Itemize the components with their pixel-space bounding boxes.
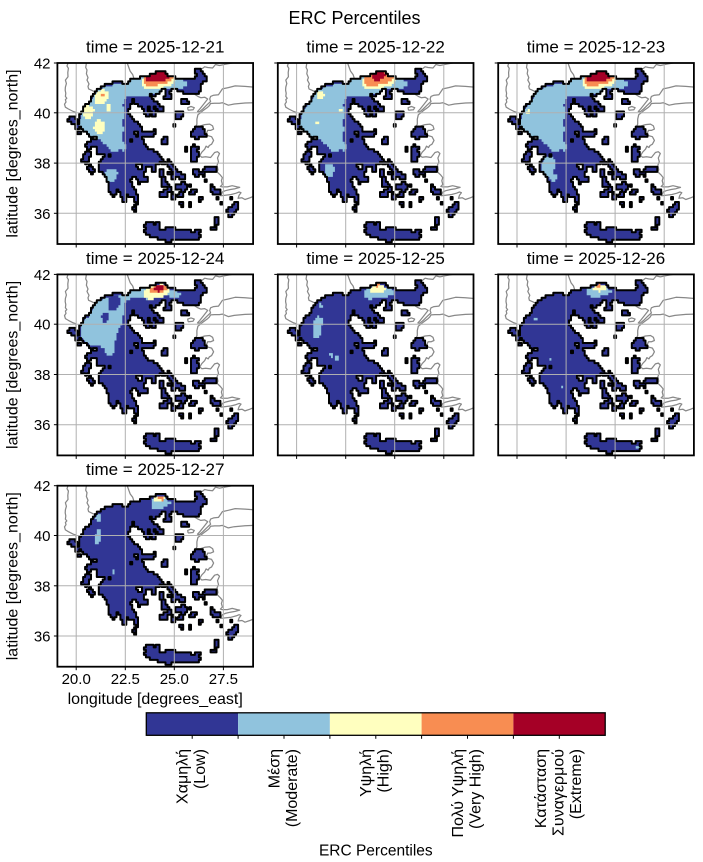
svg-text:27.5: 27.5 (209, 671, 238, 688)
svg-text:time = 2025-12-26: time = 2025-12-26 (527, 249, 665, 268)
svg-text:Κατάσταση: Κατάσταση (533, 749, 550, 828)
svg-text:42: 42 (34, 478, 51, 495)
svg-text:time = 2025-12-22: time = 2025-12-22 (306, 38, 444, 57)
svg-text:Υψηλή: Υψηλή (358, 749, 375, 797)
svg-text:Συναγερμού: Συναγερμού (551, 749, 568, 836)
svg-text:time = 2025-12-24: time = 2025-12-24 (86, 249, 224, 268)
svg-text:40: 40 (34, 528, 51, 545)
svg-text:(Extreme): (Extreme) (568, 749, 585, 819)
svg-text:time = 2025-12-23: time = 2025-12-23 (527, 38, 665, 57)
svg-text:36: 36 (34, 206, 51, 223)
svg-text:ERC Percentiles: ERC Percentiles (288, 8, 420, 28)
svg-text:ERC Percentiles: ERC Percentiles (319, 843, 433, 860)
svg-text:(High): (High) (376, 749, 393, 793)
svg-text:36: 36 (34, 629, 51, 646)
svg-text:40: 40 (34, 317, 51, 334)
svg-text:38: 38 (34, 367, 51, 384)
svg-text:time = 2025-12-25: time = 2025-12-25 (306, 249, 444, 268)
svg-text:(Very High): (Very High) (468, 749, 485, 829)
svg-text:Χαμηλή: Χαμηλή (175, 749, 192, 804)
svg-text:latitude [degrees_north]: latitude [degrees_north] (5, 492, 22, 660)
svg-text:20.0: 20.0 (62, 671, 91, 688)
svg-text:38: 38 (34, 156, 51, 173)
svg-text:Πολύ Υψηλή: Πολύ Υψηλή (450, 749, 467, 838)
svg-text:40: 40 (34, 105, 51, 122)
svg-text:42: 42 (34, 267, 51, 284)
svg-text:Μέση: Μέση (266, 749, 283, 788)
svg-text:38: 38 (34, 578, 51, 595)
svg-text:22.5: 22.5 (111, 671, 140, 688)
svg-text:25.0: 25.0 (160, 671, 189, 688)
svg-text:latitude [degrees_north]: latitude [degrees_north] (5, 69, 22, 237)
svg-text:36: 36 (34, 417, 51, 434)
svg-text:(Moderate): (Moderate) (284, 749, 301, 827)
svg-text:42: 42 (34, 56, 51, 73)
svg-text:longitude [degrees_east]: longitude [degrees_east] (68, 691, 243, 708)
svg-text:(Low): (Low) (192, 749, 209, 789)
svg-text:time = 2025-12-27: time = 2025-12-27 (86, 460, 224, 479)
svg-text:time = 2025-12-21: time = 2025-12-21 (86, 38, 224, 57)
svg-text:latitude [degrees_north]: latitude [degrees_north] (5, 281, 22, 449)
